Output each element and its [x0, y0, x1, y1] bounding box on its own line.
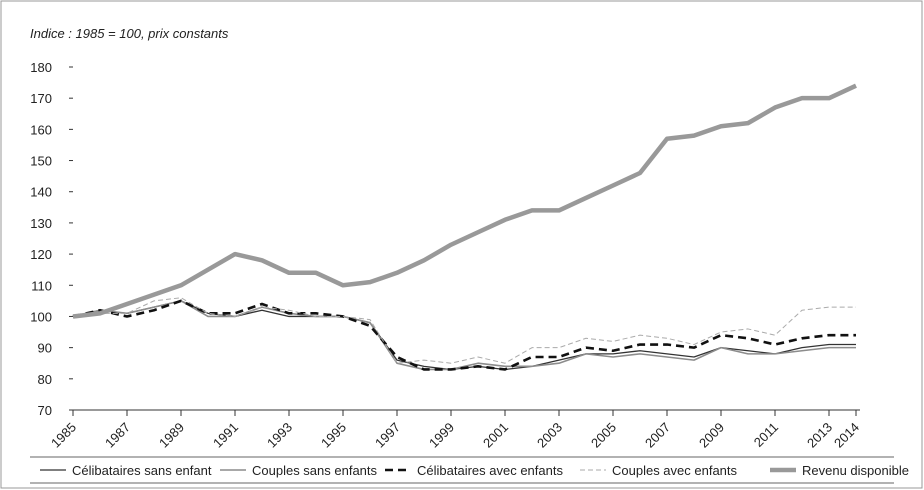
x-tick-label: 2009	[696, 420, 727, 451]
x-tick-label: 2001	[480, 420, 511, 451]
y-tick-label: 70	[38, 403, 52, 418]
series-line	[72, 297, 856, 364]
x-tick-label: 2003	[534, 420, 565, 451]
x-tick-label: 1987	[102, 420, 133, 451]
y-tick-label: 110	[31, 278, 52, 293]
series-line	[72, 300, 856, 371]
y-tick-label: 170	[30, 91, 52, 106]
y-tick-label: 150	[30, 154, 52, 169]
y-tick-label: 80	[38, 372, 52, 387]
x-tick-label: 2007	[642, 420, 673, 451]
series-line	[72, 83, 857, 319]
x-tick-label: 1995	[318, 420, 349, 451]
legend-label: Couples avec enfants	[612, 463, 738, 478]
y-tick-label: 160	[30, 122, 52, 137]
x-tick-label: 1985	[48, 420, 79, 451]
x-tick-label: 2013	[804, 420, 835, 451]
legend-label: Célibataires sans enfant	[72, 463, 212, 478]
x-tick-label: 2005	[588, 420, 619, 451]
x-tick-label: 1999	[426, 420, 457, 451]
y-tick-label: 140	[30, 185, 52, 200]
x-tick-label: 1989	[156, 420, 187, 451]
chart-subtitle: Indice : 1985 = 100, prix constants	[30, 26, 229, 41]
y-tick-label: 90	[38, 341, 52, 356]
legend-label: Revenu disponible	[802, 463, 909, 478]
x-tick-label: 1991	[210, 420, 241, 451]
x-tick-label: 2011	[751, 420, 781, 450]
legend-label: Couples sans enfants	[252, 463, 378, 478]
x-tick-label: 1997	[372, 420, 403, 451]
y-tick-label: 180	[30, 60, 52, 75]
y-tick-label: 120	[30, 247, 52, 262]
x-tick-label: 1993	[264, 420, 295, 451]
series-line	[72, 300, 856, 371]
legend-label: Célibataires avec enfants	[417, 463, 563, 478]
x-tick-label: 2014	[831, 420, 862, 451]
y-tick-label: 100	[30, 309, 52, 324]
series-line	[72, 299, 856, 371]
y-tick-label: 130	[30, 216, 52, 231]
